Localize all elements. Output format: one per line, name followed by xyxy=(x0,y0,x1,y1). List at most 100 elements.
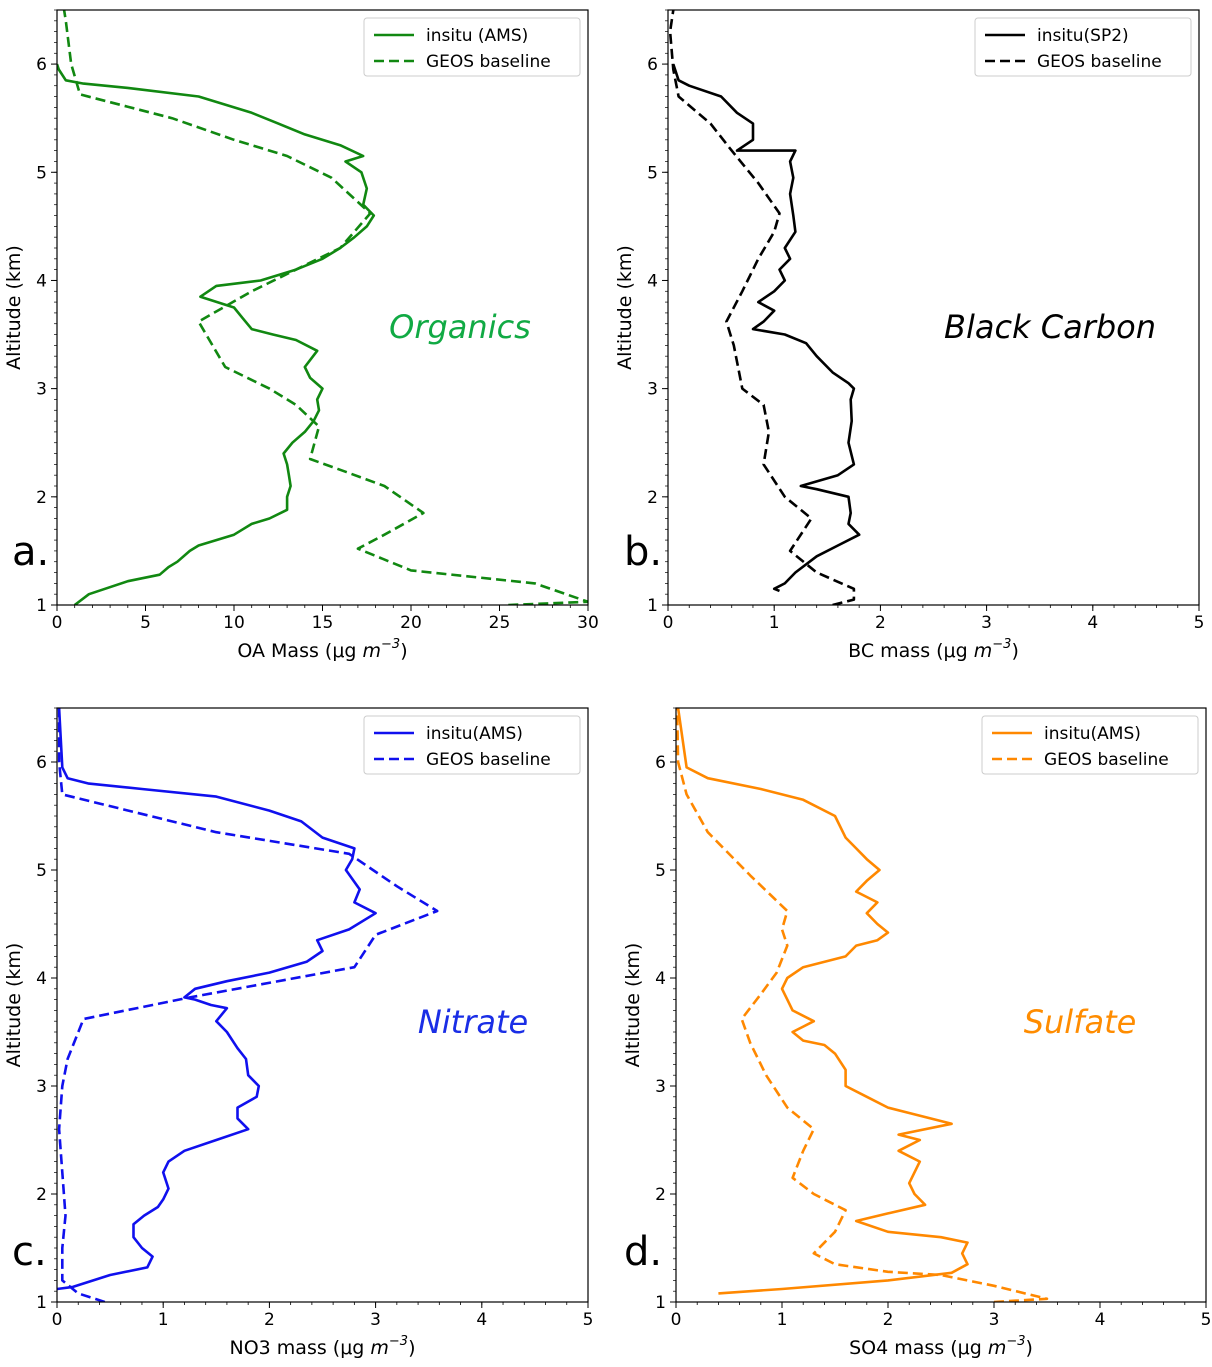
plot-frame xyxy=(56,707,589,1303)
x-axis-label-exponent: −3 xyxy=(381,637,400,652)
x-tick-label: 1 xyxy=(769,613,780,633)
y-axis-label: Altitude (km) xyxy=(614,245,636,370)
x-axis-label-main: BC mass (μg xyxy=(848,640,974,662)
y-axis-label: Altitude (km) xyxy=(3,245,25,370)
y-tick-label: 6 xyxy=(647,55,658,75)
legend-label: GEOS baseline xyxy=(426,750,551,770)
geos-baseline-line xyxy=(57,708,439,1302)
x-axis-label: BC mass (μg m−3) xyxy=(848,637,1019,662)
x-axis-label-end: ) xyxy=(408,1337,415,1359)
x-tick-label: 20 xyxy=(400,613,422,633)
x-tick-label: 0 xyxy=(52,1310,63,1330)
y-tick-label: 5 xyxy=(36,163,47,183)
y-tick-label: 4 xyxy=(36,969,47,989)
y-tick-label: 1 xyxy=(655,1293,666,1313)
x-tick-label: 3 xyxy=(370,1310,381,1330)
species-annotation: Organics xyxy=(389,308,531,346)
panel-letter: d. xyxy=(624,1229,662,1275)
x-tick-label: 4 xyxy=(1095,1310,1106,1330)
x-axis-label-end: ) xyxy=(400,640,407,662)
x-tick-label: 5 xyxy=(140,613,151,633)
x-tick-label: 0 xyxy=(663,613,674,633)
x-axis-label-exponent: −3 xyxy=(389,1334,408,1349)
x-tick-label: 3 xyxy=(981,613,992,633)
x-tick-label: 4 xyxy=(1087,613,1098,633)
x-axis-label-unit: m xyxy=(988,1337,1007,1359)
x-tick-label: 10 xyxy=(223,613,245,633)
y-tick-label: 6 xyxy=(36,753,47,773)
y-tick-label: 3 xyxy=(36,1077,47,1097)
y-tick-label: 5 xyxy=(36,861,47,881)
insitu-line xyxy=(676,708,969,1295)
x-tick-label: 1 xyxy=(158,1310,169,1330)
x-tick-label: 2 xyxy=(264,1310,275,1330)
x-axis-label: SO4 mass (μg m−3) xyxy=(849,1334,1033,1359)
y-tick-label: 2 xyxy=(655,1185,666,1205)
x-tick-label: 25 xyxy=(489,613,511,633)
insitu-line xyxy=(57,708,377,1291)
y-tick-label: 5 xyxy=(655,861,666,881)
y-tick-label: 3 xyxy=(36,380,47,400)
x-tick-label: 0 xyxy=(671,1310,682,1330)
x-axis-label-end: ) xyxy=(1026,1337,1033,1359)
x-axis-label-exponent: −3 xyxy=(1006,1334,1025,1349)
panel-letter: c. xyxy=(12,1229,47,1275)
legend-label: GEOS baseline xyxy=(1037,52,1162,72)
y-tick-label: 2 xyxy=(647,488,658,508)
x-tick-label: 5 xyxy=(1201,1310,1212,1330)
x-axis-label-main: OA Mass (μg xyxy=(237,640,362,662)
y-tick-label: 6 xyxy=(36,55,47,75)
x-tick-label: 5 xyxy=(583,1310,594,1330)
x-axis-label: OA Mass (μg m−3) xyxy=(237,637,407,662)
legend-box xyxy=(981,715,1199,775)
y-tick-label: 5 xyxy=(647,163,658,183)
x-axis-label-main: SO4 mass (μg xyxy=(849,1337,988,1359)
y-axis-label: Altitude (km) xyxy=(622,943,644,1068)
x-tick-label: 2 xyxy=(875,613,886,633)
x-axis-label-exponent: −3 xyxy=(992,637,1011,652)
y-tick-label: 2 xyxy=(36,488,47,508)
x-axis-label-unit: m xyxy=(974,640,993,662)
x-tick-label: 15 xyxy=(312,613,334,633)
geos-baseline-line xyxy=(62,10,588,605)
legend-label: insitu(SP2) xyxy=(1037,26,1129,46)
y-tick-label: 1 xyxy=(36,596,47,616)
y-tick-label: 1 xyxy=(647,596,658,616)
y-tick-label: 2 xyxy=(36,1185,47,1205)
legend-box xyxy=(363,17,581,77)
legend-box xyxy=(363,715,581,775)
x-tick-label: 4 xyxy=(476,1310,487,1330)
x-axis-label-unit: m xyxy=(370,1337,389,1359)
y-tick-label: 4 xyxy=(655,969,666,989)
legend-label: insitu(AMS) xyxy=(426,724,523,744)
legend-label: insitu(AMS) xyxy=(1044,724,1141,744)
species-annotation: Sulfate xyxy=(1024,1003,1137,1041)
y-tick-label: 3 xyxy=(647,380,658,400)
x-axis-label-end: ) xyxy=(1011,640,1018,662)
x-tick-label: 3 xyxy=(989,1310,1000,1330)
panel-letter: b. xyxy=(624,529,662,575)
x-tick-label: 0 xyxy=(52,613,63,633)
legend-label: insitu (AMS) xyxy=(426,26,528,46)
y-axis-label: Altitude (km) xyxy=(3,943,25,1068)
x-tick-label: 30 xyxy=(577,613,599,633)
legend-label: GEOS baseline xyxy=(1044,750,1169,770)
species-annotation: Nitrate xyxy=(418,1003,528,1041)
y-tick-label: 3 xyxy=(655,1077,666,1097)
species-annotation: Black Carbon xyxy=(944,308,1156,346)
x-tick-label: 2 xyxy=(883,1310,894,1330)
insitu-line xyxy=(57,63,376,605)
legend-box xyxy=(974,17,1192,77)
y-tick-label: 6 xyxy=(655,753,666,773)
x-tick-label: 1 xyxy=(777,1310,788,1330)
panel-letter: a. xyxy=(12,529,49,575)
x-axis-label-main: NO3 mass (μg xyxy=(230,1337,371,1359)
plot-frame xyxy=(675,707,1207,1303)
y-tick-label: 4 xyxy=(36,271,47,291)
x-axis-label-unit: m xyxy=(363,640,382,662)
insitu-line xyxy=(672,63,861,593)
